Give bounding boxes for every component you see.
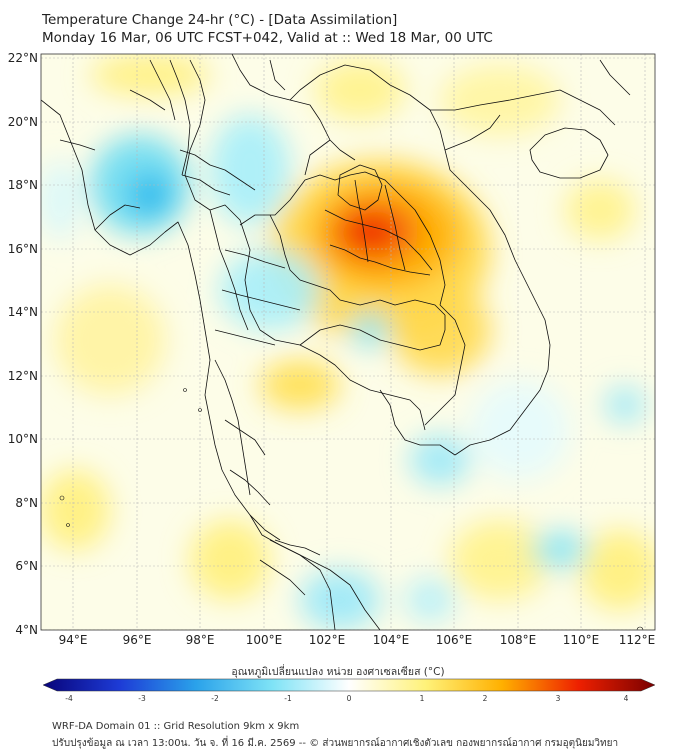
lon-label: 100°E	[234, 633, 294, 647]
lat-label: 18°N	[2, 178, 38, 192]
lon-label: 106°E	[424, 633, 484, 647]
lat-label: 8°N	[2, 496, 38, 510]
lat-label: 4°N	[2, 623, 38, 637]
colorbar-tick: -3	[132, 694, 152, 703]
colorbar-tick: 3	[548, 694, 568, 703]
lon-label: 108°E	[488, 633, 548, 647]
lat-label: 16°N	[2, 242, 38, 256]
colorbar-tick: 4	[616, 694, 636, 703]
colorbar-tick: 2	[475, 694, 495, 703]
lat-label: 14°N	[2, 305, 38, 319]
colorbar-title: อุณหภูมิเปลี่ยนแปลง หน่วย องศาเซลเซียส (…	[0, 663, 676, 680]
footer-model-info: WRF-DA Domain 01 :: Grid Resolution 9km …	[52, 721, 299, 732]
temperature-change-map	[0, 0, 676, 700]
colorbar-tick: -4	[59, 694, 79, 703]
footer-credit: ปรับปรุงข้อมูล ณ เวลา 13:00น. วัน จ. ที่…	[52, 736, 618, 751]
lat-label: 22°N	[2, 51, 38, 65]
colorbar-tick: 0	[339, 694, 359, 703]
lon-label: 94°E	[43, 633, 103, 647]
lon-label: 110°E	[551, 633, 611, 647]
lon-label: 102°E	[297, 633, 357, 647]
lon-label: 112°E	[607, 633, 667, 647]
lat-label: 6°N	[2, 559, 38, 573]
lat-label: 12°N	[2, 369, 38, 383]
lon-label: 98°E	[170, 633, 230, 647]
lon-label: 104°E	[361, 633, 421, 647]
lat-label: 20°N	[2, 115, 38, 129]
colorbar-tick: 1	[412, 694, 432, 703]
lon-label: 96°E	[107, 633, 167, 647]
lat-label: 10°N	[2, 432, 38, 446]
colorbar-tick: -1	[278, 694, 298, 703]
colorbar-tick: -2	[205, 694, 225, 703]
